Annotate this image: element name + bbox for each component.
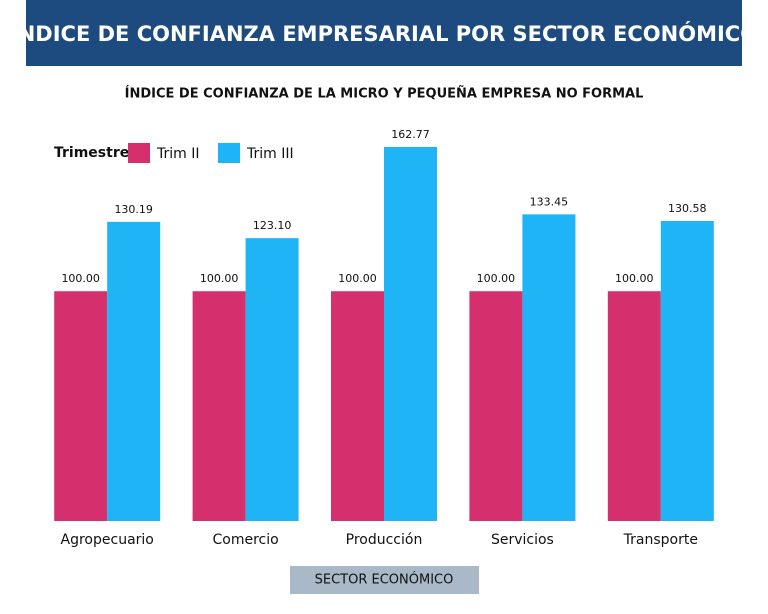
value-label: 100.00	[338, 272, 377, 285]
value-label: 130.58	[668, 202, 707, 215]
bar	[469, 291, 523, 521]
value-label: 100.00	[615, 272, 654, 285]
value-label: 100.00	[61, 272, 100, 285]
x-tick-label: Servicios	[491, 532, 554, 548]
x-tick-label: Agropecuario	[61, 532, 154, 548]
value-label: 130.19	[114, 203, 153, 216]
bar	[331, 291, 384, 521]
legend-title: Trimestre	[54, 145, 129, 161]
value-label: 100.00	[477, 272, 516, 285]
legend-label: Trim III	[246, 146, 294, 162]
bar	[384, 147, 437, 521]
chart-title: ÍNDICE DE CONFIANZA EMPRESARIAL POR SECT…	[10, 21, 758, 46]
bar	[107, 221, 161, 521]
bar	[245, 238, 299, 521]
bar	[660, 220, 714, 521]
value-label: 162.77	[391, 128, 430, 141]
bar	[192, 291, 246, 521]
value-label: 133.45	[530, 195, 569, 208]
value-label: 100.00	[200, 272, 239, 285]
bar	[522, 214, 576, 521]
x-label-box	[290, 566, 479, 594]
x-tick-label: Producción	[346, 532, 423, 548]
bar	[607, 291, 661, 521]
legend-swatch	[128, 143, 150, 163]
x-tick-label: Transporte	[623, 532, 698, 548]
legend-swatch	[218, 143, 240, 163]
x-axis-label: SECTOR ECONÓMICO	[315, 572, 454, 588]
value-label: 123.10	[253, 219, 292, 232]
legend-label: Trim II	[156, 146, 200, 162]
title-banner	[26, 0, 742, 66]
x-tick-label: Comercio	[212, 532, 278, 548]
bar	[54, 291, 108, 521]
chart-subtitle: ÍNDICE DE CONFIANZA DE LA MICRO Y PEQUEÑ…	[125, 86, 644, 102]
